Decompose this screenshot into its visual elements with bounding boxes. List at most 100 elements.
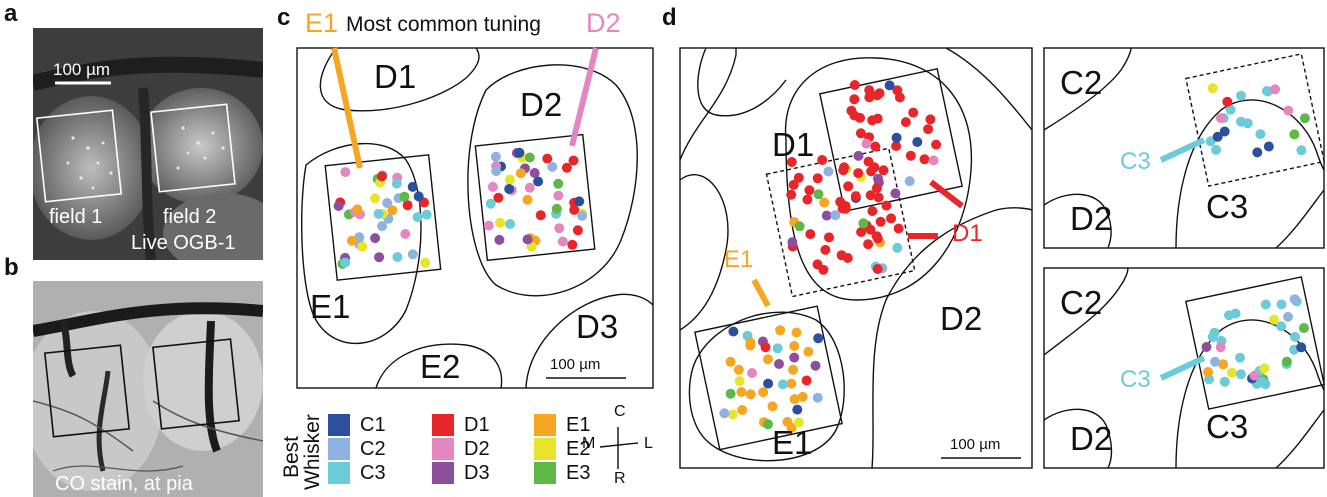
cell-dot — [1204, 374, 1214, 385]
cell-dot — [853, 168, 864, 179]
legend-label-e1: E1 — [566, 414, 591, 436]
cell-dot — [522, 194, 533, 205]
cell-dot — [775, 325, 786, 336]
cell-dot — [853, 150, 864, 161]
cell-dot — [490, 151, 501, 162]
legend-title-line1: Best — [280, 435, 303, 478]
barrel-outline-d2-main — [871, 207, 1033, 469]
cell-dot — [793, 172, 804, 183]
cell-dot — [892, 242, 903, 253]
cell-dot — [1230, 308, 1241, 319]
cell-dot — [1260, 299, 1271, 310]
cell-dot — [493, 192, 504, 203]
barrel-outline-c-top — [697, 47, 787, 117]
cell-dot — [421, 209, 432, 220]
cell-dot — [886, 213, 897, 224]
cell-dot — [900, 117, 911, 128]
cell-dot — [524, 152, 535, 163]
cell-dot — [522, 234, 533, 245]
cell-dot — [856, 227, 867, 237]
cell-dot — [483, 220, 494, 231]
cell-dot — [495, 217, 506, 228]
cell-dot — [782, 416, 793, 427]
legend-swatch-e1 — [534, 414, 556, 436]
legend-label-d3: D3 — [464, 462, 490, 484]
inset-bottom-marker: C3 — [1120, 366, 1151, 393]
inset-bottom-c3: C3 — [1206, 408, 1249, 445]
barrel-outline-d1 — [319, 47, 480, 112]
cell-dot — [863, 156, 874, 167]
cell-dot — [818, 264, 829, 275]
imaging-field-d-top — [819, 68, 963, 212]
cell-dot — [872, 264, 883, 274]
cell-dot — [1222, 96, 1233, 107]
inset-bottom-frame — [1043, 267, 1325, 469]
tuning-marker-c3-top — [1159, 137, 1206, 163]
legend-swatch-d3 — [432, 462, 454, 484]
cell-dot — [1276, 321, 1287, 332]
cell-dot — [1211, 144, 1222, 155]
cell-dot — [871, 183, 882, 194]
cell-dot — [794, 221, 805, 232]
cell-dot — [734, 376, 745, 386]
cell-dot — [824, 232, 834, 243]
cell-dot — [577, 210, 588, 221]
cell-dot — [1215, 342, 1226, 353]
cell-dot — [376, 171, 387, 182]
cell-dot — [725, 356, 736, 367]
scalebar-label-a: 100 µm — [53, 60, 111, 79]
cell-dot — [487, 181, 498, 192]
cell-dot — [402, 200, 413, 211]
cell-dot — [526, 241, 537, 252]
cell-dot — [346, 235, 357, 246]
cell-dot — [736, 387, 747, 397]
cell-dot — [836, 250, 847, 261]
cell-dot — [1207, 331, 1218, 342]
cell-dot — [873, 192, 884, 203]
cell-dot — [789, 394, 800, 405]
cell-dot — [524, 182, 535, 193]
cell-dot — [855, 128, 866, 139]
cell-dot — [817, 155, 828, 165]
legend-swatch-e2 — [534, 438, 556, 460]
cell-dot — [551, 203, 562, 214]
cell-dot — [760, 342, 771, 353]
cell-dot — [791, 327, 802, 338]
legend-swatch-e3 — [534, 462, 556, 484]
cell-dot — [855, 112, 865, 123]
cell-dot — [1283, 105, 1294, 116]
cell-dot — [387, 205, 398, 216]
legend-title-line2: Whisker — [301, 414, 324, 490]
compass-c: C — [614, 403, 626, 420]
barrel-label-d3: D3 — [576, 308, 619, 345]
compass-l: L — [644, 435, 653, 452]
cell-dot — [391, 178, 402, 189]
panel-label-b: b — [4, 254, 19, 281]
cell-dot — [931, 139, 942, 150]
cell-dot — [804, 185, 815, 196]
cell-dot — [793, 417, 804, 428]
cell-dot — [1263, 141, 1274, 152]
live-ogb1-photo-graphic — [33, 28, 263, 260]
cell-dot — [849, 94, 860, 105]
cell-dot — [547, 161, 558, 172]
cell-dot — [407, 181, 418, 192]
cell-dot — [333, 201, 344, 211]
imaging-field-1 — [324, 154, 442, 281]
cell-dot — [727, 409, 738, 420]
inset-top-c3: C3 — [1206, 188, 1249, 225]
cell-dot — [864, 85, 875, 96]
panel-label-a: a — [4, 0, 18, 27]
cell-dot — [802, 194, 813, 205]
scalebar-label-d: 100 µm — [950, 436, 1001, 453]
cell-dot — [1296, 145, 1307, 156]
cell-dot — [728, 326, 739, 337]
cell-dot — [788, 364, 799, 375]
cell-dot — [535, 210, 546, 221]
cell-dot — [884, 80, 895, 91]
cell-dot — [1252, 147, 1263, 158]
cell-dot — [872, 113, 883, 124]
panel-c-frame — [296, 47, 654, 389]
legend-label-d1: D1 — [464, 414, 490, 436]
cell-dot — [864, 92, 875, 103]
